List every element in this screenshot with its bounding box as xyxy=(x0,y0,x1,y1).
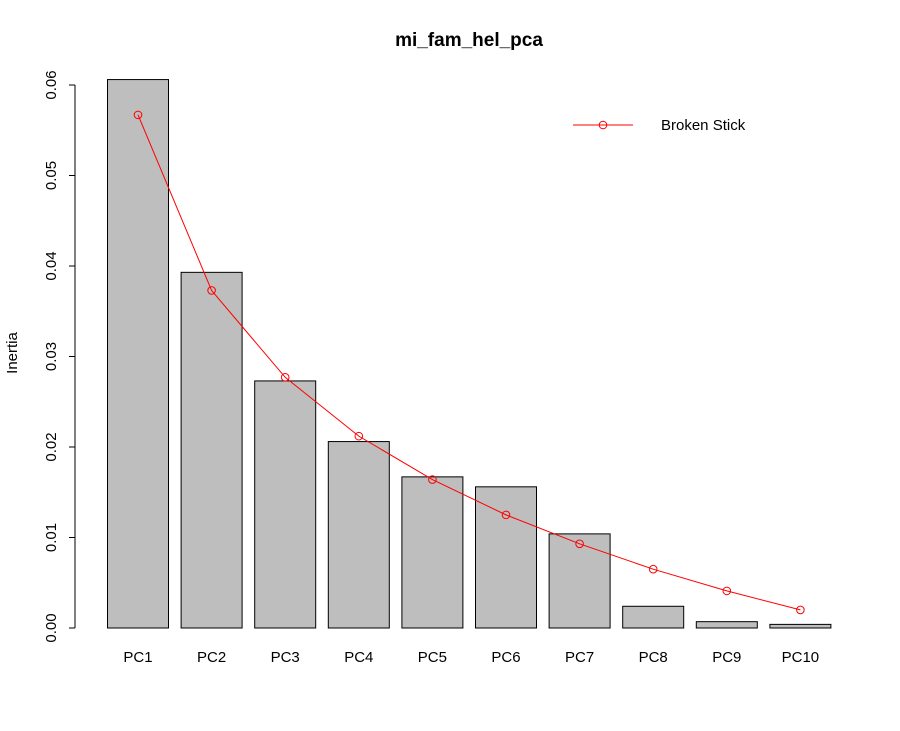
y-axis: 0.00 0.01 0.02 0.03 0.04 0.05 0.06 xyxy=(43,70,76,643)
broken-stick-point-pc8 xyxy=(648,564,658,574)
broken-stick-point-pc9 xyxy=(722,586,732,596)
y-tick-label: 0.04 xyxy=(43,251,60,280)
broken-stick-point-pc6 xyxy=(501,510,511,520)
y-axis-label: Inertia xyxy=(4,332,21,374)
legend: Broken Stick xyxy=(573,117,746,134)
x-tick-label: PC7 xyxy=(565,649,594,666)
bar-pc6 xyxy=(475,486,537,629)
broken-stick-point-pc4 xyxy=(354,431,364,441)
y-tick-label: 0.01 xyxy=(43,523,60,552)
x-tick-label: PC8 xyxy=(639,649,668,666)
bar-pc4 xyxy=(327,441,390,629)
broken-stick-point-pc5 xyxy=(428,475,437,484)
bar-pc1 xyxy=(107,79,169,629)
x-tick-label: PC5 xyxy=(418,649,447,666)
bar-pc7 xyxy=(548,533,611,629)
y-tick-label: 0.05 xyxy=(43,161,60,190)
chart-title: mi_fam_hel_pca xyxy=(395,30,543,51)
broken-stick-line xyxy=(137,114,801,611)
broken-stick-point-pc2 xyxy=(207,286,216,295)
y-tick-label: 0.03 xyxy=(43,342,60,371)
legend-label: Broken Stick xyxy=(661,117,746,134)
x-tick-label: PC6 xyxy=(491,649,520,666)
bar-pc5 xyxy=(401,476,464,629)
bar-pc3 xyxy=(254,380,317,629)
bar-pc9 xyxy=(695,621,758,629)
bars xyxy=(107,79,832,629)
legend-point-marker xyxy=(598,120,608,130)
x-tick-label: PC1 xyxy=(123,649,152,666)
broken-stick-series xyxy=(133,110,805,615)
y-tick-label: 0.06 xyxy=(43,70,60,99)
broken-stick-point-pc7 xyxy=(575,539,584,549)
x-axis-tick-labels: PC1 PC2 PC3 PC4 PC5 PC6 PC7 PC8 PC9 PC10 xyxy=(123,649,819,666)
x-tick-label: PC3 xyxy=(271,649,300,666)
bar-pc2 xyxy=(180,271,243,629)
broken-stick-point-pc1 xyxy=(133,110,143,120)
y-tick-label: 0.00 xyxy=(43,613,60,642)
x-tick-label: PC9 xyxy=(712,649,741,666)
x-tick-label: PC2 xyxy=(197,649,226,666)
broken-stick-point-pc10 xyxy=(796,605,805,615)
y-tick-label: 0.02 xyxy=(43,432,60,461)
x-tick-label: PC10 xyxy=(782,649,820,666)
bar-pc10 xyxy=(769,623,832,629)
x-tick-label: PC4 xyxy=(344,649,373,666)
bar-pc8 xyxy=(622,605,685,629)
broken-stick-point-pc3 xyxy=(280,373,290,382)
